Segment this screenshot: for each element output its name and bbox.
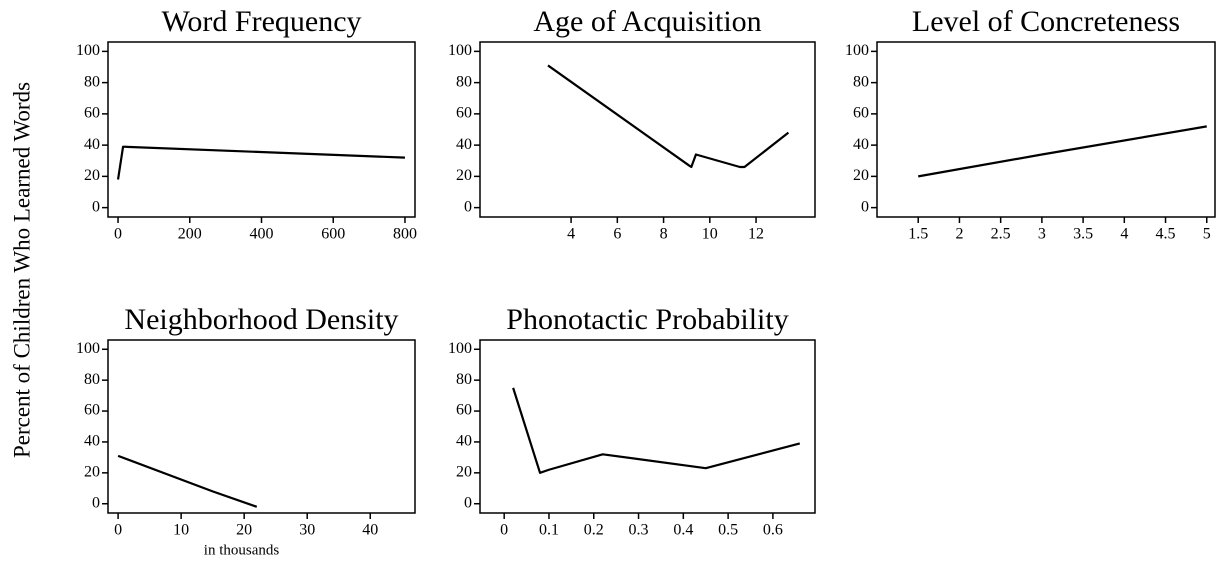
x-tick-label: 200 — [178, 226, 202, 243]
x-tick-label: 4.5 — [1156, 226, 1176, 243]
x-tick-label: 6 — [613, 226, 621, 243]
x-tick-label: 0.5 — [718, 522, 738, 539]
y-tick-label: 40 — [456, 433, 472, 450]
plot-frame — [876, 41, 1216, 218]
y-tick-label: 0 — [464, 494, 472, 511]
y-tick-label: 60 — [84, 402, 100, 419]
y-tick-label: 60 — [84, 105, 100, 122]
y-tick-label: 60 — [456, 105, 472, 122]
x-tick-label: 0 — [114, 226, 122, 243]
x-tick-label: 1.5 — [908, 226, 928, 243]
x-tick-label: 12 — [748, 226, 764, 243]
line — [512, 387, 801, 474]
y-tick-label: 40 — [84, 433, 100, 450]
plot-frame — [107, 339, 416, 514]
x-tick-label: 2.5 — [991, 226, 1011, 243]
y-tick-label: 20 — [84, 464, 100, 481]
x-tick-label: 400 — [250, 226, 274, 243]
x-tick-label: 2 — [955, 226, 963, 243]
x-tick-label: 10 — [702, 226, 718, 243]
x-tick-label: 8 — [660, 226, 668, 243]
y-tick-label: 40 — [853, 136, 869, 153]
x-tick-label: 3.5 — [1073, 226, 1093, 243]
x-tick-label: 0.2 — [584, 522, 604, 539]
panel-title: Neighborhood Density — [124, 303, 398, 336]
panel-title: Phonotactic Probability — [506, 303, 788, 336]
plot-frame — [479, 41, 816, 218]
y-tick-label: 0 — [92, 494, 100, 511]
x-tick-label: 0.1 — [539, 522, 559, 539]
x-tick-label: 0 — [500, 522, 508, 539]
y-axis-label: Percent of Children Who Learned Words — [9, 82, 34, 458]
y-tick-label: 100 — [845, 42, 869, 59]
y-tick-label: 0 — [92, 198, 100, 215]
line — [117, 454, 258, 508]
x-tick-label: 20 — [236, 522, 252, 539]
y-tick-label: 60 — [853, 105, 869, 122]
x-tick-label: 5 — [1203, 226, 1211, 243]
y-tick-label: 20 — [853, 167, 869, 184]
y-tick-label: 0 — [861, 198, 869, 215]
y-tick-label: 80 — [456, 371, 472, 388]
y-tick-label: 80 — [84, 371, 100, 388]
y-tick-label: 80 — [84, 73, 100, 90]
y-tick-label: 80 — [456, 73, 472, 90]
y-tick-label: 20 — [456, 167, 472, 184]
line — [116, 145, 406, 180]
y-tick-label: 40 — [456, 136, 472, 153]
y-tick-label: 100 — [448, 340, 472, 357]
x-tick-label: 4 — [567, 226, 575, 243]
y-tick-label: 40 — [84, 136, 100, 153]
y-tick-label: 80 — [853, 73, 869, 90]
y-tick-label: 60 — [456, 402, 472, 419]
y-tick-label: 20 — [456, 464, 472, 481]
y-tick-label: 100 — [76, 42, 100, 59]
y-tick-label: 100 — [448, 42, 472, 59]
x-tick-label: 0.4 — [673, 522, 693, 539]
panel-title: Level of Concreteness — [912, 5, 1180, 38]
x-axis-label: in thousands — [204, 542, 280, 558]
y-tick-label: 0 — [464, 198, 472, 215]
plot-frame — [479, 339, 816, 514]
x-tick-label: 4 — [1120, 226, 1128, 243]
x-tick-label: 0.3 — [629, 522, 649, 539]
x-tick-label: 10 — [173, 522, 189, 539]
y-tick-label: 100 — [76, 340, 100, 357]
line — [918, 125, 1207, 178]
x-tick-label: 40 — [362, 522, 378, 539]
x-tick-label: 30 — [299, 522, 315, 539]
plot-frame — [107, 41, 416, 218]
y-tick-label: 20 — [84, 167, 100, 184]
x-tick-label: 3 — [1038, 226, 1046, 243]
line — [547, 64, 790, 169]
panel-title: Age of Acquisition — [533, 5, 761, 38]
panel-title: Word Frequency — [161, 5, 361, 38]
x-tick-label: 0 — [114, 522, 122, 539]
x-tick-label: 0.6 — [763, 522, 783, 539]
x-tick-label: 800 — [393, 226, 417, 243]
x-tick-label: 600 — [321, 226, 345, 243]
